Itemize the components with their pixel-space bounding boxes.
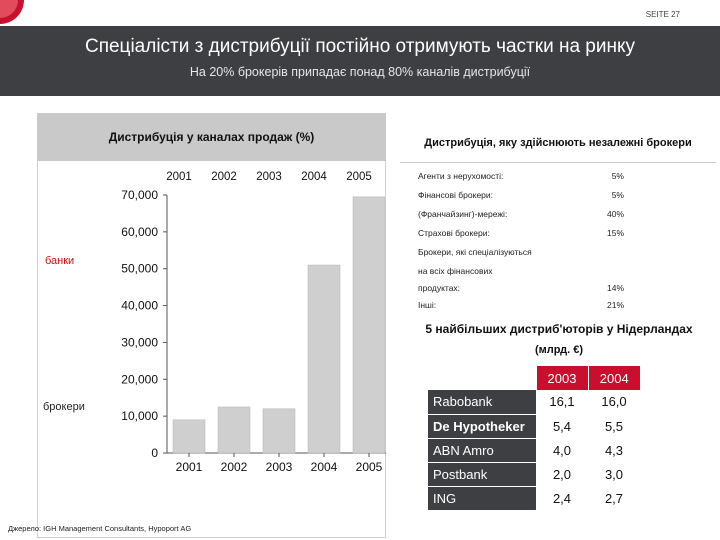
page-subtitle: На 20% брокерів припадає понад 80% канал… [189, 65, 531, 79]
left-panel-header [37, 113, 386, 161]
source-note: Джерело: IGH Management Consultants, Hyp… [8, 524, 192, 533]
y-tick-label: 10,000 [121, 409, 158, 423]
right-panel-title: Дистрибуція, яку здійснюють незалежні бр… [424, 137, 692, 149]
y-tick-label: 70,000 [121, 188, 158, 202]
year-header-label: 2004 [301, 171, 327, 183]
x-tick-label: 2001 [176, 460, 203, 474]
y-tick-label: 60,000 [121, 225, 158, 239]
x-tick-label: 2002 [221, 460, 248, 474]
y-tick-label: 40,000 [121, 299, 158, 313]
x-tick-label: 2005 [356, 460, 383, 474]
broker-share: 40% [606, 209, 624, 219]
x-tick-label: 2004 [311, 460, 338, 474]
label-brokers: брокери [43, 401, 85, 413]
page-number: SEITE 27 [645, 10, 680, 19]
broker-type: Фінансові брокери: [418, 190, 494, 200]
distribution-bar-chart: 0 10,000 20,000 30,000 40,000 50,000 60,000 70,… [121, 171, 386, 474]
page-title: Спеціалісти з дистрибуції постійно отрим… [84, 36, 635, 57]
top5-table: 2003 2004 Rabobank 16,1 16,0 De Hypotheker 5… [428, 366, 640, 511]
broker-type: Брокери, які спеціалізуються [418, 247, 532, 257]
year-header: 2003 [535, 366, 588, 390]
bar [352, 196, 386, 454]
value-2003: 2,4 [536, 486, 588, 511]
brand-logo-icon [0, 0, 24, 24]
value-2004: 5,5 [588, 414, 640, 439]
bar [262, 408, 296, 454]
value-2003: 2,0 [536, 462, 588, 487]
broker-share: 14% [606, 283, 624, 293]
broker-type: Страхові брокери: [418, 228, 490, 238]
year-header: 2004 [587, 366, 640, 390]
table-header-row: 2003 2004 [428, 366, 640, 390]
table-row: Rabobank 16,1 16,0 [428, 390, 640, 415]
bank-name: Rabobank [428, 390, 536, 415]
broker-type: Інші: [418, 300, 437, 310]
broker-share: 21% [606, 300, 624, 310]
value-2004: 2,7 [588, 486, 640, 511]
broker-type: (Франчайзинг)-мережі: [418, 209, 508, 219]
table-corner [428, 366, 536, 390]
value-2004: 4,3 [588, 438, 640, 463]
y-tick-label: 20,000 [121, 372, 158, 386]
value-2003: 4,0 [536, 438, 588, 463]
top5-unit: (млрд. €) [534, 344, 584, 356]
broker-type: Агенти з нерухомості: [418, 171, 504, 181]
year-header-label: 2003 [256, 171, 282, 183]
bank-name: ING [428, 486, 536, 511]
broker-share: 5% [611, 171, 624, 181]
broker-share: 15% [606, 228, 624, 238]
value-2004: 16,0 [588, 390, 640, 415]
value-2003: 5,4 [536, 414, 588, 439]
y-tick-label: 0 [151, 446, 158, 460]
value-2003: 16,1 [536, 390, 588, 415]
broker-type: продуктах: [418, 283, 461, 293]
bar [307, 264, 341, 454]
table-row: ABN Amro 4,0 4,3 [428, 438, 640, 463]
broker-type: на всіх фінансових [418, 266, 493, 276]
broker-share: 5% [611, 190, 624, 200]
value-2004: 3,0 [588, 462, 640, 487]
right-panel-divider [400, 162, 716, 163]
y-tick-label: 50,000 [121, 262, 158, 276]
table-row: ING 2,4 2,7 [428, 486, 640, 511]
top5-title: 5 найбільших дистриб'юторів у Нідерланда… [425, 322, 693, 336]
year-header-label: 2005 [346, 171, 372, 183]
bar [217, 406, 251, 454]
table-row: Postbank 2,0 3,0 [428, 462, 640, 487]
bank-name: De Hypotheker [428, 414, 536, 439]
x-tick-label: 2003 [266, 460, 293, 474]
label-banks: банки [45, 255, 75, 267]
y-tick-label: 30,000 [121, 335, 158, 349]
bank-name: Postbank [428, 462, 536, 487]
table-row: De Hypotheker 5,4 5,5 [428, 414, 640, 439]
year-header-label: 2001 [166, 171, 192, 183]
bar [172, 419, 206, 454]
chart-title: Дистрибуція у каналах продаж (%) [108, 130, 315, 144]
year-header-label: 2002 [211, 171, 237, 183]
header-band [0, 26, 720, 96]
bank-name: ABN Amro [428, 438, 536, 463]
